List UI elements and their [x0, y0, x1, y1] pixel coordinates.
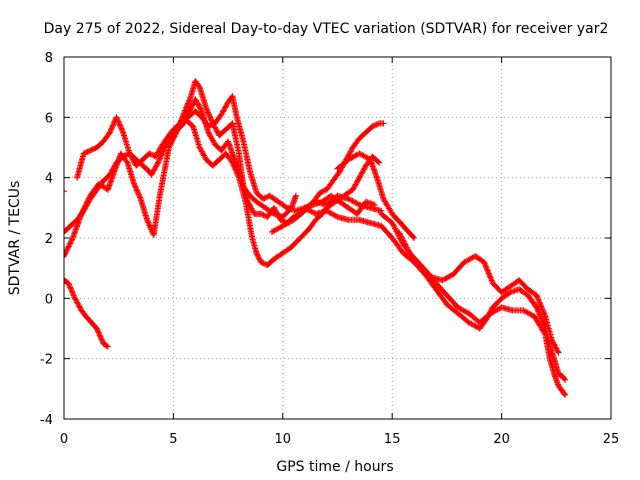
data-points	[64, 78, 569, 398]
series-track-4	[74, 93, 378, 217]
x-tick-labels: 0 5 10 15 20 25	[60, 432, 619, 447]
y-tick-label: 2	[45, 232, 53, 247]
y-tick-label: 8	[45, 51, 53, 66]
plot-area	[64, 78, 569, 398]
y-tick-label: -4	[40, 413, 53, 428]
y-tick-label: -2	[40, 353, 53, 368]
y-tick-label: 6	[45, 111, 53, 126]
series-markers	[268, 192, 385, 235]
axis-ticks	[63, 56, 612, 420]
series-markers	[64, 188, 67, 195]
series-track-6	[301, 204, 569, 398]
series-markers	[74, 93, 378, 217]
y-tick-label: 0	[45, 292, 53, 307]
series-markers	[395, 229, 562, 356]
series-track-9	[334, 150, 418, 241]
grid-lines	[64, 57, 611, 419]
x-tick-label: 25	[603, 432, 620, 447]
series-track-10	[268, 192, 385, 235]
x-tick-label: 5	[169, 432, 177, 447]
series-markers	[334, 150, 418, 241]
series-markers	[378, 210, 569, 383]
series-track-8	[395, 229, 562, 356]
x-tick-label: 0	[60, 432, 68, 447]
series-track-7	[378, 210, 569, 383]
series-track-5	[166, 78, 299, 220]
series-track-3	[64, 117, 383, 269]
series-markers	[64, 117, 383, 269]
series-track-11	[64, 188, 67, 195]
y-tick-label: 4	[45, 172, 53, 187]
series-track-1	[64, 277, 111, 350]
x-tick-label: 10	[275, 432, 292, 447]
series-markers	[64, 277, 111, 350]
series-markers	[166, 78, 299, 220]
x-tick-label: 15	[384, 432, 401, 447]
y-tick-labels: -4 -2 0 2 4 6 8	[40, 51, 53, 428]
series-markers	[301, 204, 569, 398]
y-axis-label: SDTVAR / TECUs	[7, 181, 23, 296]
chart-title: Day 275 of 2022, Sidereal Day-to-day VTE…	[44, 21, 609, 37]
x-axis-label: GPS time / hours	[276, 459, 393, 475]
x-tick-label: 20	[493, 432, 510, 447]
